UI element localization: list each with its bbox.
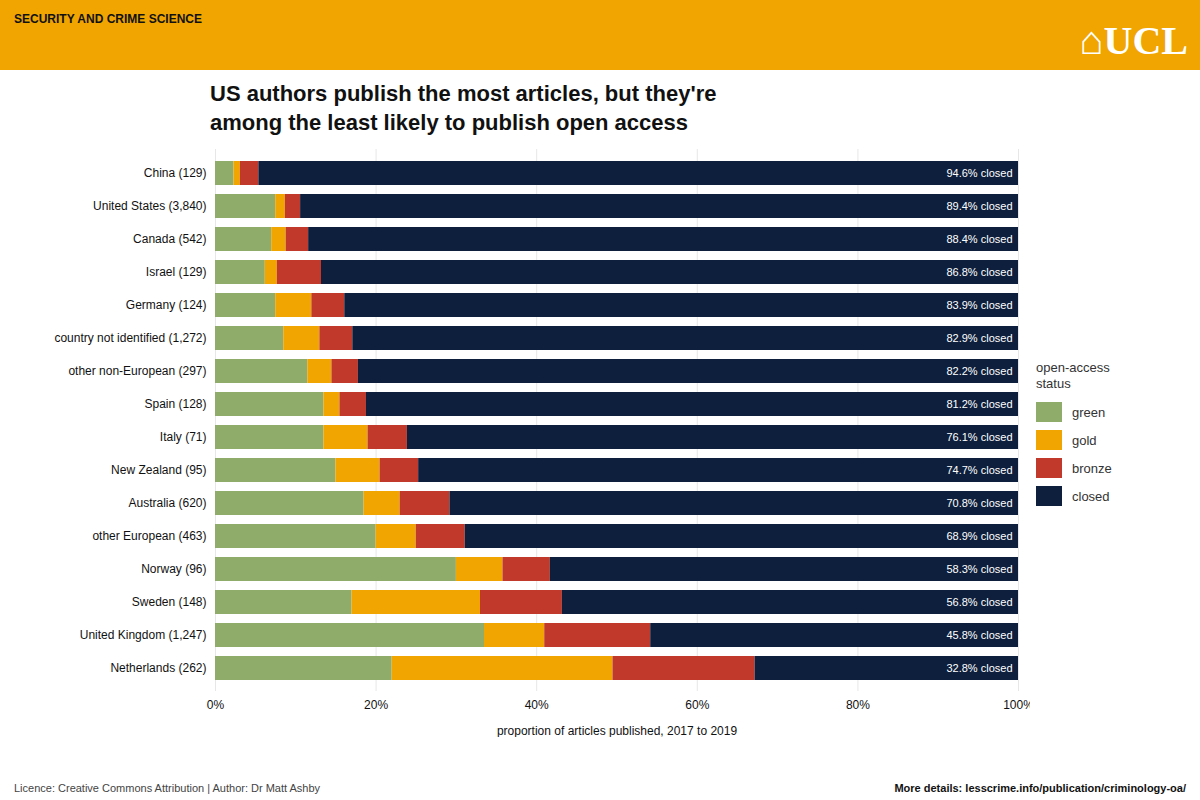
html-text:closed: closed [1072, 488, 1110, 504]
svg-text:40%: 40% [525, 698, 549, 712]
svg-text:other non-European (297): other non-European (297) [68, 365, 206, 379]
svg-text:Spain (128): Spain (128) [144, 398, 206, 412]
svg-text:76.1% closed: 76.1% closed [946, 431, 1012, 443]
svg-text:Netherlands (262): Netherlands (262) [110, 662, 206, 676]
svg-text:58.3% closed: 58.3% closed [946, 563, 1012, 575]
svg-text:New Zealand (95): New Zealand (95) [111, 464, 206, 478]
svg-text:100%: 100% [1003, 698, 1030, 712]
svg-text:81.2% closed: 81.2% closed [946, 398, 1012, 410]
svg-text:45.8% closed: 45.8% closed [946, 629, 1012, 641]
svg-text:country not identified (1,272): country not identified (1,272) [54, 332, 206, 346]
html-text:open-access: open-access [1036, 359, 1110, 375]
html-text:gold: gold [1072, 432, 1097, 448]
svg-text:74.7% closed: 74.7% closed [946, 464, 1012, 476]
html-text:SECURITY AND CRIME SCIENCE: SECURITY AND CRIME SCIENCE [14, 12, 202, 26]
svg-text:Canada (542): Canada (542) [133, 233, 206, 247]
html-text:US authors publish the most ar: US authors publish the most articles, bu… [210, 81, 717, 106]
svg-text:86.8% closed: 86.8% closed [946, 266, 1012, 278]
svg-text:proportion of articles publish: proportion of articles published, 2017 t… [497, 724, 737, 738]
svg-text:Sweden (148): Sweden (148) [132, 596, 207, 610]
svg-text:0%: 0% [207, 698, 225, 712]
svg-text:Australia (620): Australia (620) [128, 497, 206, 511]
svg-text:89.4% closed: 89.4% closed [946, 200, 1012, 212]
svg-text:Norway (96): Norway (96) [141, 563, 206, 577]
html-text:status: status [1036, 376, 1071, 392]
svg-text:20%: 20% [364, 698, 388, 712]
svg-text:other European (463): other European (463) [92, 530, 206, 544]
html-text:among the least likely to publ: among the least likely to publish open a… [210, 109, 688, 135]
svg-text:82.2% closed: 82.2% closed [946, 365, 1012, 377]
html-text:⌂UCL: ⌂UCL [1079, 18, 1188, 63]
svg-text:70.8% closed: 70.8% closed [946, 497, 1012, 509]
svg-text:83.9% closed: 83.9% closed [946, 299, 1012, 311]
svg-text:United Kingdom (1,247): United Kingdom (1,247) [80, 629, 207, 643]
svg-text:56.8% closed: 56.8% closed [946, 596, 1012, 608]
svg-text:Italy (71): Italy (71) [160, 431, 207, 445]
svg-text:60%: 60% [685, 698, 709, 712]
html-text:Licence: Creative Commons Attr: Licence: Creative Commons Attribution | … [14, 782, 321, 794]
html-text:More details: lesscrime.info/p: More details: lesscrime.info/publication… [894, 782, 1186, 794]
svg-text:32.8% closed: 32.8% closed [946, 662, 1012, 674]
svg-text:82.9% closed: 82.9% closed [946, 332, 1012, 344]
svg-text:Israel (129): Israel (129) [146, 266, 207, 280]
svg-text:94.6% closed: 94.6% closed [946, 167, 1012, 179]
svg-text:80%: 80% [846, 698, 870, 712]
svg-text:88.4% closed: 88.4% closed [946, 233, 1012, 245]
svg-text:United States (3,840): United States (3,840) [93, 200, 206, 214]
svg-text:68.9% closed: 68.9% closed [946, 530, 1012, 542]
svg-text:China (129): China (129) [144, 167, 207, 181]
svg-text:Germany (124): Germany (124) [126, 299, 207, 313]
html-text:bronze: bronze [1072, 460, 1112, 476]
html-text:green: green [1072, 404, 1106, 420]
